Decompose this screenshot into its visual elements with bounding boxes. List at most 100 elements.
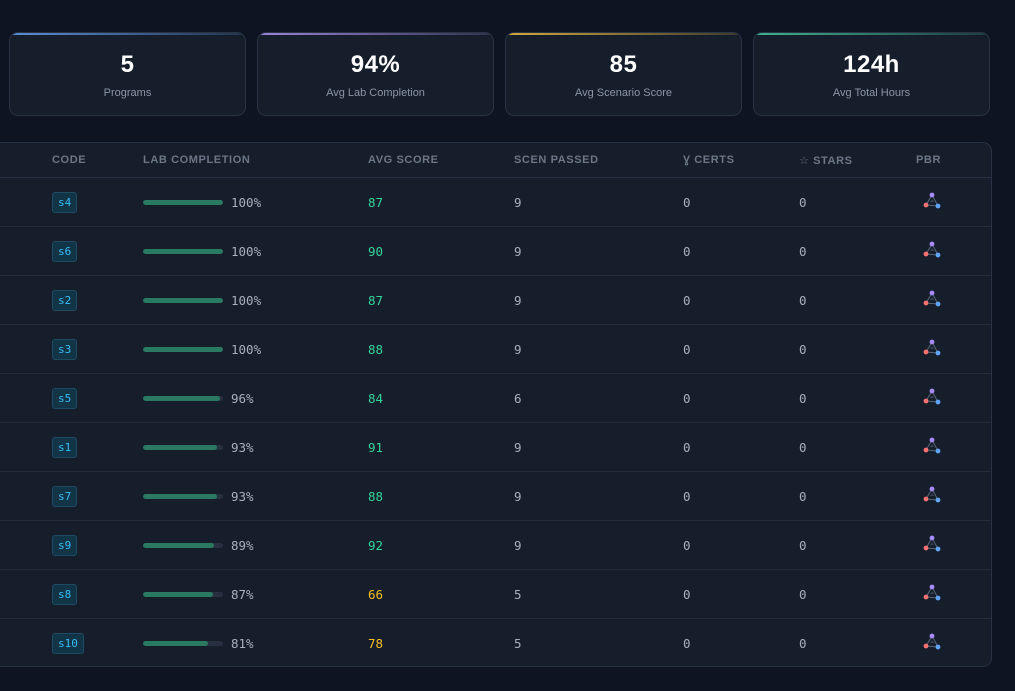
- lab-completion-progress-fill: [143, 591, 213, 597]
- lab-completion-progress-fill: [143, 444, 218, 450]
- lab-completion-progress-fill: [143, 297, 223, 303]
- certs-cell: 0: [683, 373, 799, 423]
- pbr-network-icon[interactable]: [921, 435, 943, 457]
- pbr-network-icon[interactable]: [921, 190, 943, 212]
- avg-score-cell: 78: [368, 619, 514, 667]
- avg-score-value: 78: [368, 635, 384, 651]
- column-header-avg-score[interactable]: AVG SCORE: [368, 143, 514, 178]
- table-header: CODE LAB COMPLETION AVG SCORE SCEN PASSE…: [0, 143, 991, 178]
- code-badge[interactable]: s4: [52, 191, 78, 213]
- row-spacer-cell: [0, 619, 52, 667]
- certs-cell: 0: [683, 471, 799, 521]
- stat-value: 5: [120, 51, 135, 78]
- stars-cell: 0: [799, 471, 916, 521]
- avg-score-value: 84: [368, 390, 384, 406]
- table-row[interactable]: s3 100% 88 9 0 0: [0, 324, 991, 374]
- table-row[interactable]: s8 87% 66 5 0 0: [0, 569, 991, 619]
- pbr-cell: [916, 324, 991, 374]
- avg-score-cell: 92: [368, 520, 514, 570]
- certs-cell: 0: [683, 635, 691, 651]
- column-header-lab-completion[interactable]: LAB COMPLETION: [143, 143, 368, 178]
- code-badge[interactable]: s9: [52, 534, 78, 556]
- pbr-network-icon[interactable]: [921, 533, 943, 555]
- table-row[interactable]: s4 100% 87 9 0 0: [0, 177, 991, 227]
- stat-label: Avg Scenario Score: [574, 87, 673, 99]
- table-row[interactable]: s9 89% 92 9 0 0: [0, 520, 991, 570]
- lab-completion-cell: 87%: [143, 569, 368, 619]
- avg-score-value: 88: [368, 341, 384, 357]
- row-spacer-cell: [0, 324, 52, 374]
- code-cell: s3: [52, 324, 143, 374]
- code-badge[interactable]: s1: [52, 436, 78, 458]
- table-row[interactable]: s5 96% 84 6 0 0: [0, 373, 991, 423]
- column-header-certs[interactable]: Ɣ CERTS: [683, 143, 799, 178]
- row-spacer-cell: [0, 569, 52, 619]
- pbr-network-icon[interactable]: [921, 337, 943, 359]
- code-cell: s8: [52, 569, 143, 619]
- lab-completion-cell: 93%: [143, 422, 368, 472]
- stat-label: Avg Lab Completion: [326, 87, 425, 99]
- lab-completion-progress-bar: [143, 640, 223, 646]
- lab-completion-cell: 89%: [143, 520, 368, 570]
- lab-completion-progress-bar: [143, 248, 223, 254]
- programs-table: CODE LAB COMPLETION AVG SCORE SCEN PASSE…: [0, 143, 991, 667]
- stat-accent-bar: [258, 33, 493, 35]
- table-row[interactable]: s1 93% 91 9 0 0: [0, 422, 991, 472]
- code-badge[interactable]: s7: [52, 485, 78, 507]
- table-row[interactable]: s10 81% 78 5 0 0: [0, 619, 991, 667]
- pbr-network-icon[interactable]: [921, 582, 943, 604]
- avg-score-value: 87: [368, 292, 384, 308]
- code-badge[interactable]: s2: [52, 289, 78, 311]
- table-row[interactable]: s2 100% 87 9 0 0: [0, 275, 991, 325]
- scen-passed-cell: 5: [514, 569, 683, 619]
- stat-accent-bar: [10, 33, 245, 35]
- column-header-pbr[interactable]: PBR: [916, 143, 991, 178]
- avg-score-cell: 90: [368, 226, 514, 276]
- pbr-cell: [916, 569, 991, 619]
- scen-passed-cell: 9: [514, 324, 683, 374]
- avg-score-cell: 88: [368, 324, 514, 374]
- pbr-cell: [916, 619, 991, 667]
- code-badge[interactable]: s6: [52, 240, 78, 262]
- lab-completion-cell: 100%: [143, 177, 368, 227]
- code-badge[interactable]: s8: [52, 583, 78, 605]
- lab-completion-progress-bar: [143, 591, 223, 597]
- code-cell: s6: [52, 226, 143, 276]
- pbr-network-icon[interactable]: [921, 386, 943, 408]
- avg-score-cell: 66: [368, 569, 514, 619]
- pbr-cell: [916, 422, 991, 472]
- pbr-network-icon[interactable]: [921, 288, 943, 310]
- lab-completion-progress-bar: [143, 297, 223, 303]
- scen-passed-cell: 6: [514, 373, 683, 423]
- code-cell: s4: [52, 177, 143, 227]
- column-header-stars[interactable]: ☆ STARS: [799, 143, 916, 178]
- column-header-code[interactable]: CODE: [52, 143, 143, 178]
- pbr-network-icon[interactable]: [921, 239, 943, 261]
- code-badge[interactable]: s10: [52, 632, 84, 654]
- code-badge[interactable]: s5: [52, 387, 78, 409]
- stat-card-lab-completion: 94% Avg Lab Completion: [257, 32, 494, 116]
- code-badge[interactable]: s3: [52, 338, 78, 360]
- certs-cell: 0: [683, 569, 799, 619]
- lab-completion-progress-bar: [143, 346, 223, 352]
- code-cell: s10: [52, 619, 143, 667]
- table-row[interactable]: s6 100% 90 9 0 0: [0, 226, 991, 276]
- column-header-scen-passed[interactable]: SCEN PASSED: [514, 143, 683, 178]
- pbr-network-icon[interactable]: [921, 631, 943, 653]
- stars-cell: 0: [799, 422, 916, 472]
- stars-cell: 0: [799, 520, 916, 570]
- pbr-cell: [916, 373, 991, 423]
- lab-completion-value: 93%: [231, 439, 254, 455]
- row-spacer-cell: [0, 422, 52, 472]
- row-spacer-cell: [0, 471, 52, 521]
- row-spacer-cell: [0, 226, 52, 276]
- table-row[interactable]: s7 93% 88 9 0 0: [0, 471, 991, 521]
- lab-completion-cell: 100%: [143, 324, 368, 374]
- pbr-network-icon[interactable]: [921, 484, 943, 506]
- programs-table-panel: CODE LAB COMPLETION AVG SCORE SCEN PASSE…: [0, 142, 992, 667]
- lab-completion-value: 100%: [231, 341, 262, 357]
- avg-score-cell: 88: [368, 471, 514, 521]
- pbr-cell: [916, 471, 991, 521]
- stars-cell: 0: [799, 226, 916, 276]
- stats-row: 5 Programs 94% Avg Lab Completion 85 Avg…: [9, 32, 990, 116]
